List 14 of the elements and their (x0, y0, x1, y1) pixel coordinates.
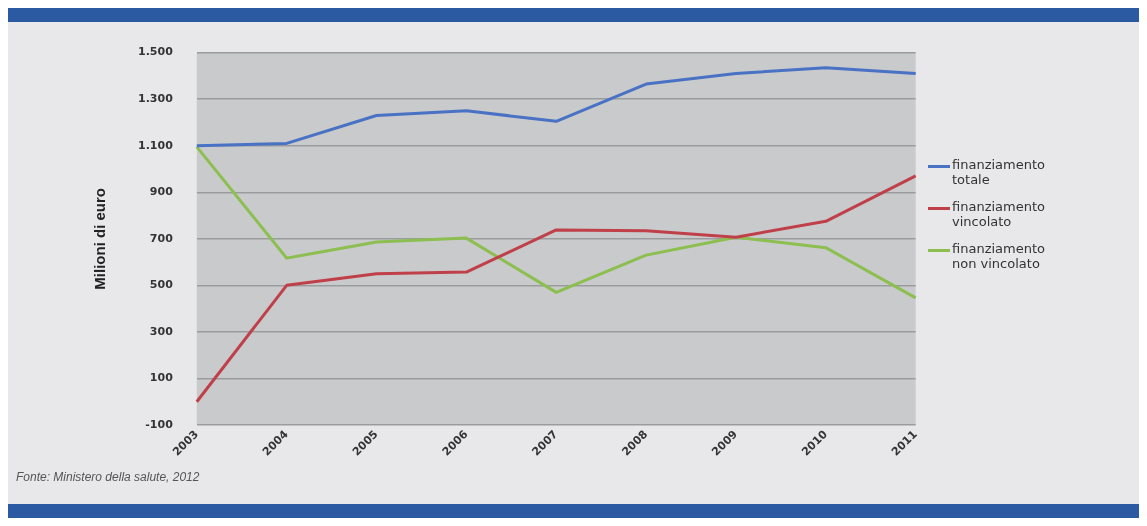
y-tick-label: 1.300 (138, 92, 174, 106)
legend-label: finanziamento totale (952, 157, 1046, 187)
source-note: Fonte: Ministero della salute, 2012 (16, 470, 200, 484)
y-tick-label: -100 (145, 417, 174, 431)
y-tick-label: 1.500 (138, 45, 174, 59)
y-tick-label: 500 (149, 278, 174, 292)
legend-label: finanziamento vincolato (952, 199, 1046, 229)
y-tick-label: 700 (149, 231, 174, 245)
y-tick-label: 100 (149, 371, 174, 385)
y-tick-label: 300 (149, 324, 174, 338)
y-axis-title: Milioni di euro (91, 187, 109, 290)
y-tick-label: 1.100 (138, 138, 174, 152)
legend-label: finanziamento non vincolato (952, 241, 1046, 271)
y-tick-label: 900 (149, 185, 174, 199)
